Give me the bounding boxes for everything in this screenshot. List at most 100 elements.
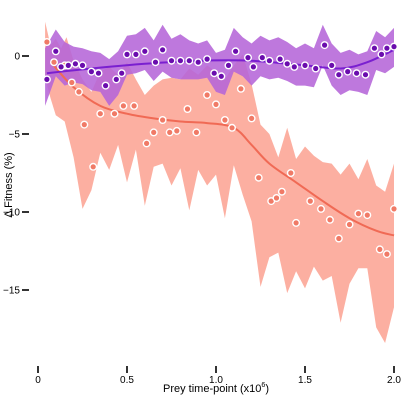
purple-data-point — [311, 64, 320, 73]
x-tick-label: 2.0 — [387, 375, 401, 386]
purple-data-point — [203, 55, 212, 64]
purple-data-point — [151, 58, 160, 67]
purple-data-point — [94, 69, 103, 78]
salmon-confidence-band — [45, 21, 394, 343]
purple-data-point — [258, 53, 267, 62]
purple-data-point — [78, 61, 87, 70]
purple-data-point — [158, 45, 167, 54]
purple-data-point — [57, 62, 66, 71]
salmon-data-point — [292, 218, 301, 227]
salmon-data-point — [272, 193, 281, 202]
y-axis: 0 −5 −10 −15 — [3, 52, 29, 297]
purple-confidence-band — [45, 24, 394, 106]
y-tick-label: −5 — [9, 130, 21, 141]
purple-data-point — [185, 56, 194, 65]
y-tick-label: −10 — [3, 208, 20, 219]
purple-data-point — [243, 53, 252, 62]
x-axis-title-close: ) — [265, 383, 269, 395]
purple-data-point — [265, 56, 274, 65]
confidence-bands — [45, 21, 394, 343]
purple-data-point — [370, 44, 379, 53]
salmon-data-point — [110, 109, 119, 118]
purple-data-point — [194, 58, 203, 67]
purple-data-point — [276, 55, 285, 64]
purple-data-point — [334, 70, 343, 79]
salmon-data-point — [317, 204, 326, 213]
salmon-data-point — [96, 109, 105, 118]
purple-data-point — [231, 47, 240, 56]
salmon-data-point — [277, 187, 286, 196]
data-points — [42, 38, 399, 259]
purple-data-point — [167, 56, 176, 65]
salmon-data-point — [382, 250, 391, 259]
purple-data-point — [42, 75, 51, 84]
y-tick-label: 0 — [14, 52, 20, 63]
purple-trend-line — [46, 48, 395, 75]
y-axis-title: Δ Fitness (%) — [3, 152, 15, 217]
salmon-data-point — [172, 126, 181, 135]
x-tick-label: 0.5 — [120, 375, 134, 386]
purple-data-point — [140, 47, 149, 56]
purple-data-point — [64, 61, 73, 70]
purple-data-point — [390, 42, 399, 51]
salmon-data-point — [247, 114, 256, 123]
salmon-data-point — [67, 78, 76, 87]
x-tick-label: 1.5 — [298, 375, 312, 386]
purple-data-point — [112, 75, 121, 84]
purple-data-point — [117, 69, 126, 78]
salmon-data-point — [334, 234, 343, 243]
purple-data-point — [290, 62, 299, 71]
purple-data-point — [224, 61, 233, 70]
salmon-data-point — [149, 128, 158, 137]
x-axis: 0 0.5 1.0 1.5 2.0 — [35, 366, 401, 386]
purple-data-point — [320, 41, 329, 50]
purple-data-point — [131, 50, 140, 59]
x-axis-title-exponent: 6 — [261, 382, 265, 389]
salmon-data-point — [325, 215, 334, 224]
salmon-data-point — [42, 38, 51, 47]
salmon-data-point — [89, 162, 98, 171]
salmon-data-point — [227, 123, 236, 132]
purple-data-point — [361, 70, 370, 79]
purple-data-point — [377, 50, 386, 59]
salmon-data-point — [192, 128, 201, 137]
salmon-data-point — [363, 211, 372, 220]
salmon-data-point — [211, 100, 220, 109]
salmon-data-point — [183, 104, 192, 113]
purple-data-point — [249, 62, 258, 71]
purple-data-point — [176, 56, 185, 65]
salmon-data-point — [354, 209, 363, 218]
salmon-data-point — [142, 139, 151, 148]
purple-data-point — [283, 59, 292, 68]
salmon-data-point — [158, 115, 167, 124]
purple-data-point — [217, 72, 226, 81]
purple-data-point — [382, 44, 391, 53]
purple-data-point — [301, 61, 310, 70]
salmon-data-point — [286, 168, 295, 177]
salmon-data-point — [80, 120, 89, 129]
purple-data-point — [71, 59, 80, 68]
salmon-data-point — [165, 128, 174, 137]
purple-data-point — [51, 47, 60, 56]
salmon-data-point — [203, 90, 212, 99]
x-tick-label: 0 — [35, 375, 41, 386]
purple-data-point — [101, 81, 110, 90]
purple-data-point — [343, 67, 352, 76]
salmon-data-point — [375, 245, 384, 254]
purple-data-point — [87, 67, 96, 76]
purple-data-point — [352, 69, 361, 78]
purple-data-point — [327, 61, 336, 70]
salmon-data-point — [220, 115, 229, 124]
x-axis-title: Prey time-point (x106) — [163, 382, 269, 395]
y-tick-label: −15 — [3, 286, 20, 297]
salmon-data-point — [345, 220, 354, 229]
purple-data-point — [122, 50, 131, 59]
salmon-data-point — [119, 101, 128, 110]
purple-data-point — [210, 69, 219, 78]
salmon-data-point — [236, 84, 245, 93]
salmon-data-point — [390, 204, 399, 213]
salmon-data-point — [50, 58, 59, 67]
salmon-data-point — [306, 197, 315, 206]
salmon-data-point — [130, 101, 139, 110]
